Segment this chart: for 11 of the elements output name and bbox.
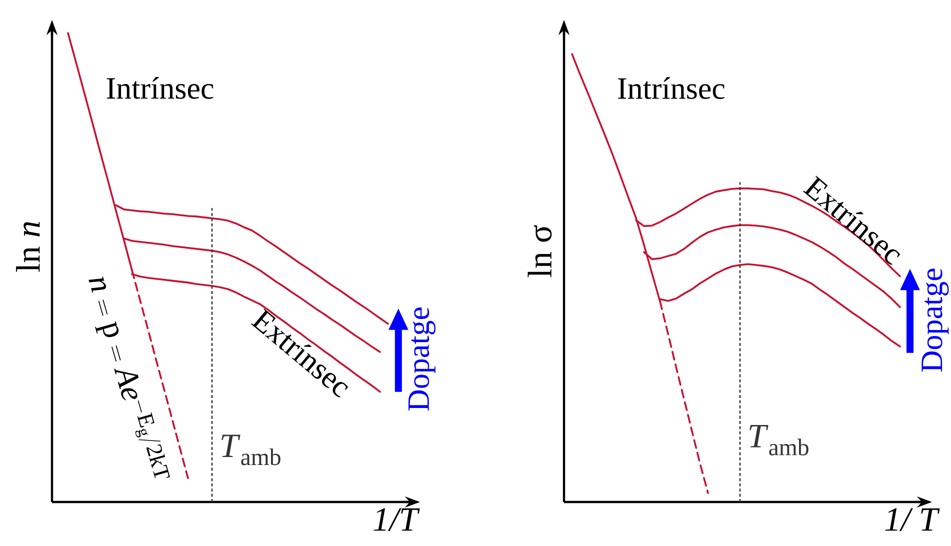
y-axis-title: ln n (16, 222, 40, 272)
annotation: Intrínsec (618, 77, 724, 100)
annotation: Intrínsec (106, 77, 214, 99)
annotation: Dopatge (408, 308, 436, 411)
annotation: T$_{amb}$ (222, 434, 280, 466)
annotation: T$_{amb}$ (750, 424, 808, 456)
x-axis-title: 1/ T (885, 508, 940, 531)
annotation: $n = \mathrm{p} = Ae^{-\mathrm{E_g}/2\mathrm{kT}}$ (88, 276, 170, 478)
annotation: Dopatge (922, 268, 949, 372)
y-axis-title: ln σ (528, 225, 552, 278)
x-axis-title: 1/T (374, 508, 420, 531)
